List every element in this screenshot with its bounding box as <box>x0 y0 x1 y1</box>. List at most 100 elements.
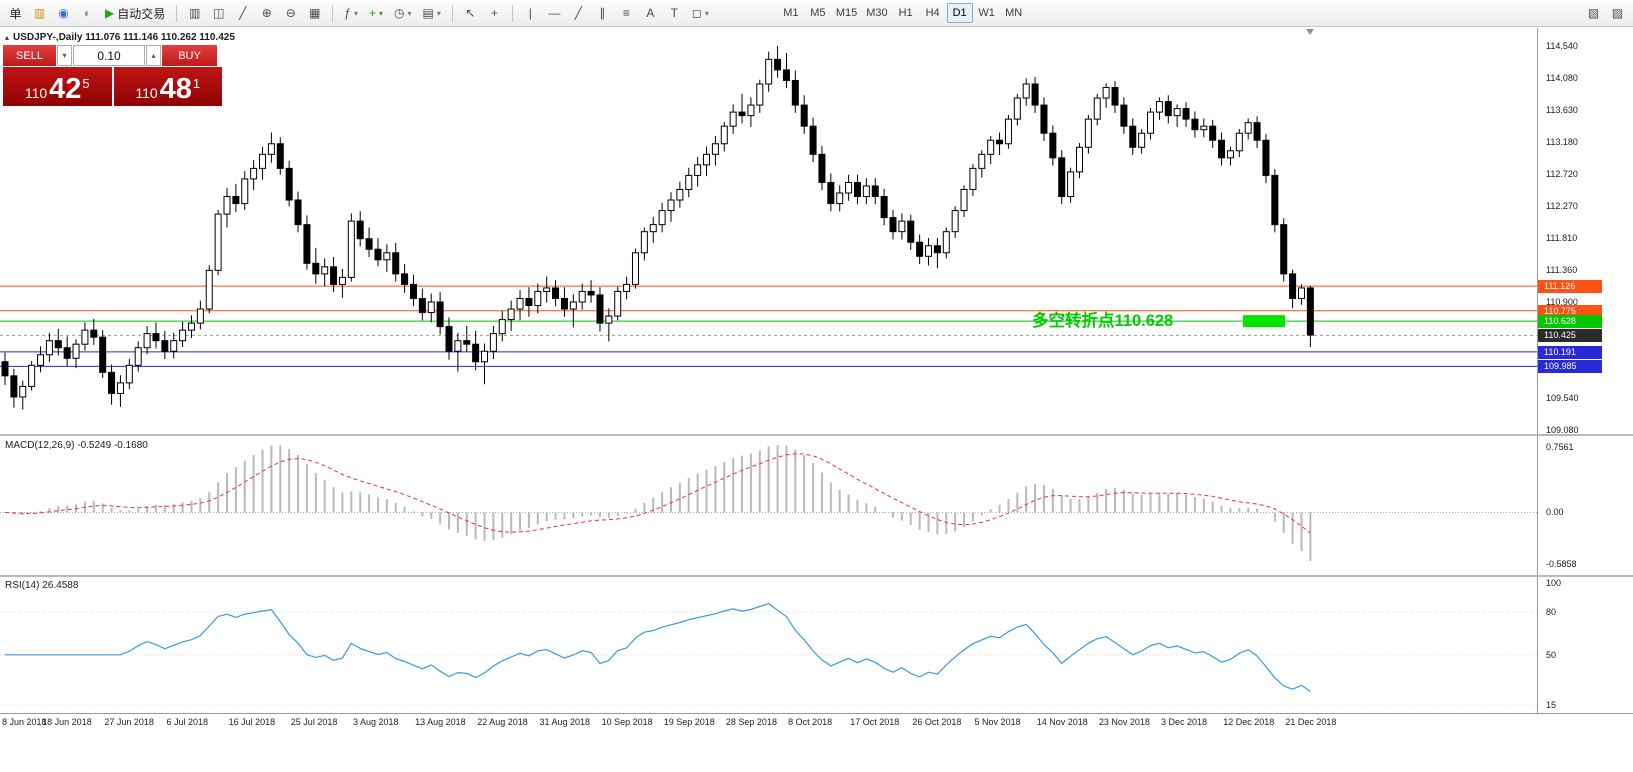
macd-splitter[interactable] <box>0 434 1633 436</box>
candle-body <box>1129 125 1137 148</box>
timeframe-M1[interactable]: M1 <box>783 7 799 19</box>
candlestick-chart-icon[interactable]: ◫ <box>207 3 230 24</box>
timeframe-MN[interactable]: MN <box>1005 7 1023 19</box>
time-axis-label: 13 Aug 2018 <box>415 717 466 727</box>
toolbar-separator <box>176 4 178 22</box>
indicators-button[interactable]: ƒ ▾ <box>339 3 363 24</box>
candle-body <box>1164 101 1172 117</box>
candle-body <box>1289 273 1297 299</box>
turning-point-annotation[interactable]: 多空转折点110.628 <box>1032 310 1173 330</box>
vertical-line-tool[interactable]: | <box>519 3 542 24</box>
rsi-axis-label: 15 <box>1546 699 1557 710</box>
time-axis-label: 26 Oct 2018 <box>912 717 962 727</box>
buy-button[interactable]: BUY <box>162 45 217 66</box>
candle-body <box>871 185 879 198</box>
candle-body <box>596 294 604 324</box>
candle-body <box>942 231 950 254</box>
charts-shortcut-icon[interactable]: ▥ <box>28 3 51 24</box>
candle-body <box>383 252 391 261</box>
bar-chart-icon[interactable]: ▥ <box>183 3 206 24</box>
turning-point-highlight-box[interactable] <box>1243 315 1285 328</box>
timeframe-D1[interactable]: D1 <box>946 3 973 23</box>
candle-body <box>365 238 373 250</box>
sell-price-display[interactable]: 110 42 5 <box>3 67 112 106</box>
time-axis-label: 3 Aug 2018 <box>352 717 399 727</box>
candle-body <box>241 178 249 205</box>
candle-body <box>862 185 870 198</box>
macd-axis-label: 0.00 <box>1546 507 1564 518</box>
candle-body <box>1280 224 1288 275</box>
chart-shift-marker-icon[interactable] <box>1306 29 1314 35</box>
price-chart[interactable]: 多空转折点110.628 ▴ USDJPY-,Daily 111.076 111… <box>0 28 1537 434</box>
rsi-line <box>5 602 1311 692</box>
time-axis-label: 25 Jul 2018 <box>290 717 338 727</box>
trendline-tool[interactable]: ╱ <box>567 3 590 24</box>
market-watch-icon[interactable]: ◉ <box>52 3 75 24</box>
crosshair-tool-button[interactable]: + <box>483 3 506 24</box>
shapes-tool[interactable]: ◻ ▾ <box>687 3 714 24</box>
add-indicator-button[interactable]: + ▾ <box>364 3 388 24</box>
candle-body <box>1084 118 1092 148</box>
time-axis: 8 Jun 2018 18 Jun 2018 27 Jun 2018 6 Jul 20… <box>0 714 1537 732</box>
candle-body <box>338 276 346 285</box>
zoom-out-button[interactable]: ⊖ <box>279 3 302 24</box>
cursor-tool-button[interactable]: ↖ <box>459 3 482 24</box>
candle-body <box>703 153 711 166</box>
candle-body <box>489 333 497 352</box>
new-order-button-label: 单 <box>9 6 22 21</box>
price-tag-110.191: 110.191 <box>1538 345 1602 359</box>
new-order-button[interactable]: 单 <box>4 3 27 24</box>
timeframe-M5[interactable]: M5 <box>810 7 826 19</box>
chevron-down-icon: ▾ <box>353 8 358 18</box>
periods-button[interactable]: ◷ ▾ <box>389 3 417 24</box>
rsi-splitter[interactable] <box>0 575 1633 577</box>
candle-body <box>694 164 702 176</box>
candle-body <box>569 301 577 310</box>
rsi-axis-label: 80 <box>1546 606 1557 617</box>
timeframe-H4[interactable]: H4 <box>925 7 940 19</box>
candle-body <box>1102 86 1110 99</box>
timeframe-M30[interactable]: M30 <box>866 7 888 19</box>
candle-body <box>1022 83 1030 99</box>
buy-price-display[interactable]: 110 48 1 <box>113 67 222 106</box>
timeframe-M15[interactable]: M15 <box>835 7 858 19</box>
candle-body <box>1262 139 1270 176</box>
candle-body <box>187 322 195 331</box>
timeframe-H1[interactable]: H1 <box>898 7 913 19</box>
time-axis-label: 22 Aug 2018 <box>477 717 528 727</box>
templates-button[interactable]: ▤ ▾ <box>417 3 445 24</box>
candle-body <box>1306 287 1314 336</box>
window-list-button[interactable]: ▨ <box>1606 3 1629 24</box>
autotrading-button[interactable]: ▶ 自动交易 <box>100 3 170 24</box>
chevron-down-icon: ▾ <box>407 8 412 18</box>
candle-body <box>507 308 515 321</box>
channel-tool[interactable]: ∥ <box>591 3 614 24</box>
sell-button[interactable]: SELL <box>3 45 56 66</box>
time-axis-label: 3 Dec 2018 <box>1161 717 1208 727</box>
volume-stepper-icon[interactable]: ▴ <box>146 45 161 66</box>
candle-body <box>37 354 45 366</box>
community-icon[interactable]: ◐ <box>76 3 99 24</box>
sell-dropdown-icon[interactable]: ▾ <box>57 45 72 66</box>
volume-input[interactable] <box>73 45 145 66</box>
zoom-in-button[interactable]: ⊕ <box>255 3 278 24</box>
fibonacci-tool[interactable]: ≡ <box>615 3 638 24</box>
label-tool[interactable]: T <box>663 3 686 24</box>
oct-collapse-icon[interactable]: ▴ <box>5 33 10 42</box>
tile-windows-button[interactable]: ▦ <box>303 3 326 24</box>
line-chart-icon[interactable]: ╱ <box>231 3 254 24</box>
price-tag-110.775: 110.775 <box>1538 304 1602 318</box>
candle-body <box>916 241 924 257</box>
text-tool[interactable]: A <box>639 3 662 24</box>
candle-body <box>800 104 808 127</box>
candlestick-layer: 多空转折点110.628 <box>0 29 1537 410</box>
timeframe-W1[interactable]: W1 <box>978 7 995 19</box>
horizontal-line-tool[interactable]: — <box>543 3 566 24</box>
candle-body <box>1138 132 1146 148</box>
candle-body <box>1120 104 1128 127</box>
candle-body <box>552 287 560 299</box>
new-chart-button[interactable]: ▧ <box>1582 3 1605 24</box>
candle-body <box>978 153 986 169</box>
time-axis-label: 8 Oct 2018 <box>788 717 833 727</box>
candle-body <box>99 336 107 373</box>
